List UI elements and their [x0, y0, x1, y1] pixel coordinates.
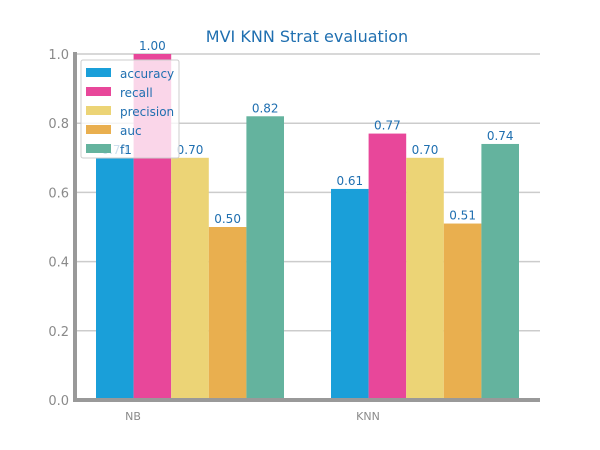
legend: accuracy recall precision auc f1	[80, 59, 180, 159]
x-tick-label: NB	[125, 410, 141, 423]
data-label: 0.51	[449, 209, 476, 223]
legend-swatch-accuracy	[86, 68, 111, 77]
legend-label-precision: precision	[120, 105, 174, 119]
legend-swatch-f1	[86, 144, 111, 153]
data-label: 0.70	[177, 143, 204, 157]
y-tick-label: 0.8	[48, 117, 69, 132]
y-tick-label: 0.2	[48, 325, 69, 340]
axes-layer: 0.0 0.2 0.4 0.6 0.8 1.0 NB KNN	[48, 48, 540, 423]
data-label: 0.70	[412, 143, 439, 157]
data-label: 0.82	[252, 101, 279, 115]
y-tick-label: 0.4	[48, 256, 69, 271]
bar-accuracy	[331, 188, 369, 400]
data-label: 0.50	[214, 212, 241, 226]
bar-auc	[443, 223, 482, 400]
y-tick-label: 0.0	[48, 394, 69, 409]
bar-precision	[171, 157, 209, 400]
bar-precision	[406, 157, 444, 400]
labels-layer: 0.701.000.700.500.820.610.770.700.510.74	[101, 39, 513, 226]
legend-swatch-recall	[86, 87, 111, 96]
bar-f1	[246, 116, 284, 400]
bar-f1	[481, 143, 519, 400]
data-label: 1.00	[139, 39, 166, 53]
y-tick-label: 1.0	[48, 48, 69, 63]
data-label: 0.77	[374, 119, 401, 133]
legend-label-accuracy: accuracy	[120, 67, 174, 81]
bar-recall	[368, 133, 407, 400]
data-label: 0.61	[336, 174, 363, 188]
legend-swatch-auc	[86, 125, 111, 134]
bar-auc	[208, 227, 247, 400]
legend-swatch-precision	[86, 106, 111, 115]
legend-label-auc: auc	[120, 124, 142, 138]
chart-title: MVI KNN Strat evaluation	[206, 27, 408, 46]
x-tick-label: KNN	[356, 410, 380, 423]
y-tick-label: 0.6	[48, 186, 69, 201]
legend-label-f1: f1	[120, 143, 132, 157]
bar-accuracy	[96, 157, 134, 400]
data-label: 0.74	[487, 129, 514, 143]
legend-label-recall: recall	[120, 86, 153, 100]
